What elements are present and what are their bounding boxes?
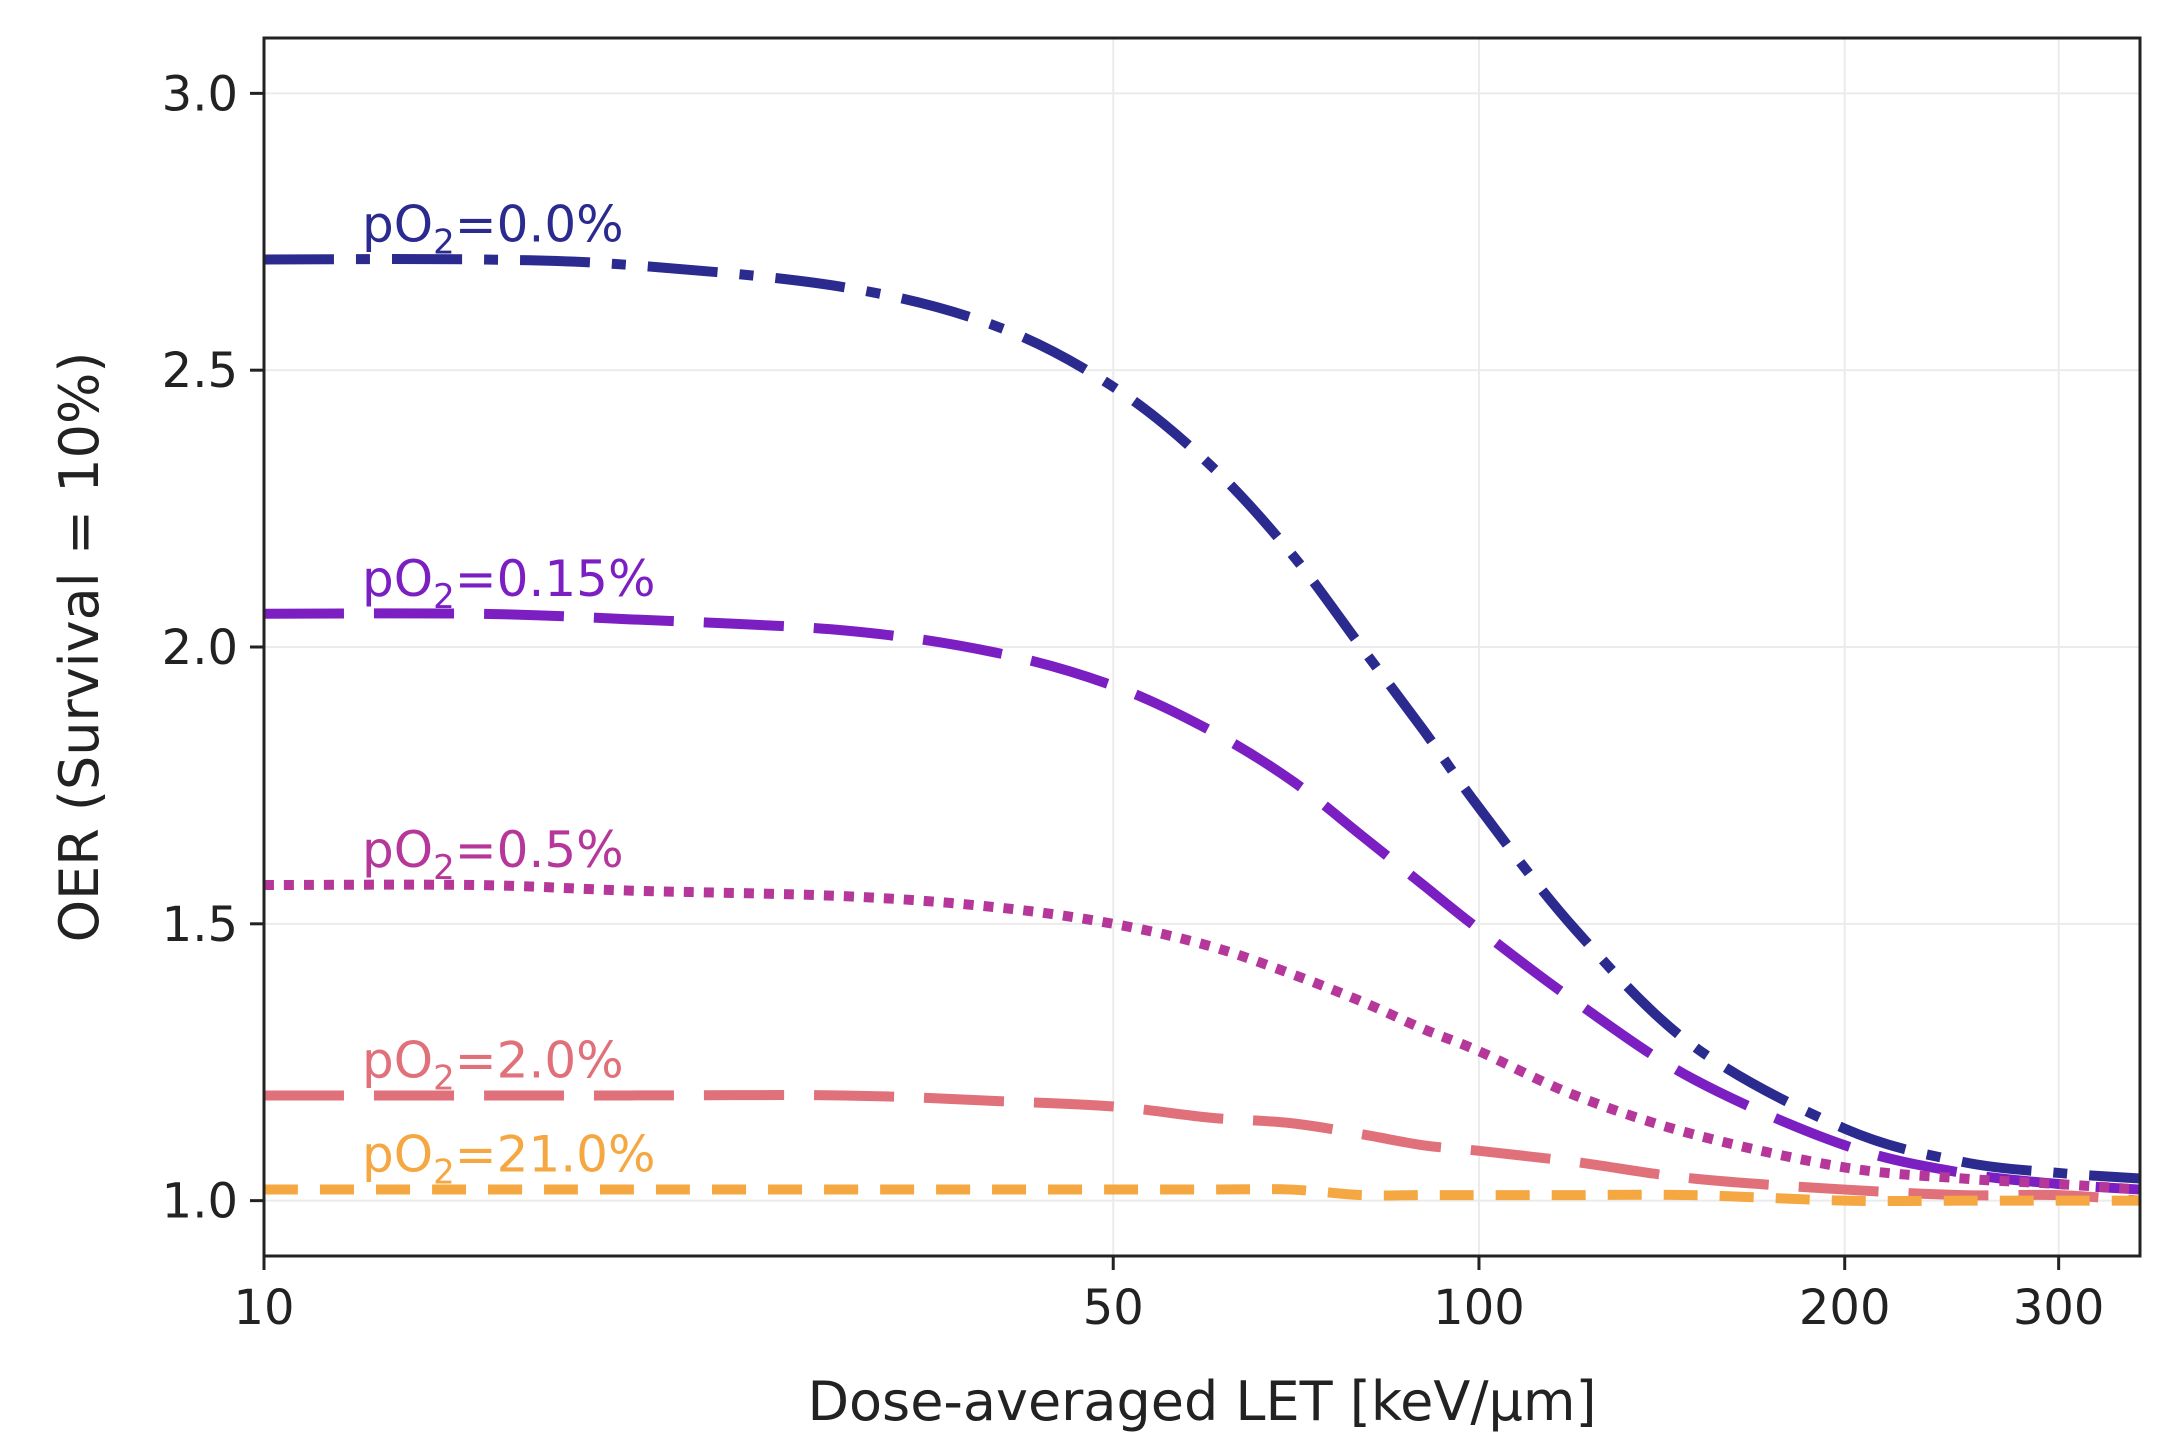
series-line-2 bbox=[263, 608, 2141, 1195]
y-tick-label: 1.5 bbox=[162, 897, 238, 953]
y-tick-label: 2.5 bbox=[162, 343, 238, 399]
series-label-4: pO2=2.0% bbox=[362, 1031, 624, 1098]
x-tick-label: 200 bbox=[1799, 1280, 1891, 1336]
x-tick-label: 10 bbox=[233, 1280, 294, 1336]
x-tick-label: 50 bbox=[1083, 1280, 1144, 1336]
axis-ticks: 10 50 100 200 300 1.0 1.5 2.0 2.5 3.0 bbox=[162, 66, 2105, 1336]
series-line-5 bbox=[264, 1184, 2140, 1207]
y-tick-label: 1.0 bbox=[162, 1174, 238, 1230]
series-line-1 bbox=[263, 254, 2141, 1184]
y-tick-label: 2.0 bbox=[162, 620, 238, 676]
series-lines bbox=[263, 254, 2141, 1207]
series-label-2: pO2=0.15% bbox=[362, 550, 655, 617]
series-label-3: pO2=0.5% bbox=[362, 821, 624, 888]
y-axis-title: OER (Survival = 10%) bbox=[48, 352, 111, 943]
y-tick-label: 3.0 bbox=[162, 66, 238, 122]
x-tick-label: 100 bbox=[1433, 1280, 1525, 1336]
x-axis-title: Dose-averaged LET [keV/µm] bbox=[807, 1370, 1596, 1433]
series-label-1: pO2=0.0% bbox=[362, 195, 624, 262]
x-tick-label: 300 bbox=[2013, 1280, 2105, 1336]
series-line-4 bbox=[264, 1090, 2141, 1206]
series-labels: pO2=0.0% pO2=0.15% pO2=0.5% pO2=2.0% pO2=21.… bbox=[362, 195, 655, 1192]
grid-lines bbox=[263, 38, 2140, 1256]
series-label-5: pO2=21.0% bbox=[362, 1126, 655, 1193]
